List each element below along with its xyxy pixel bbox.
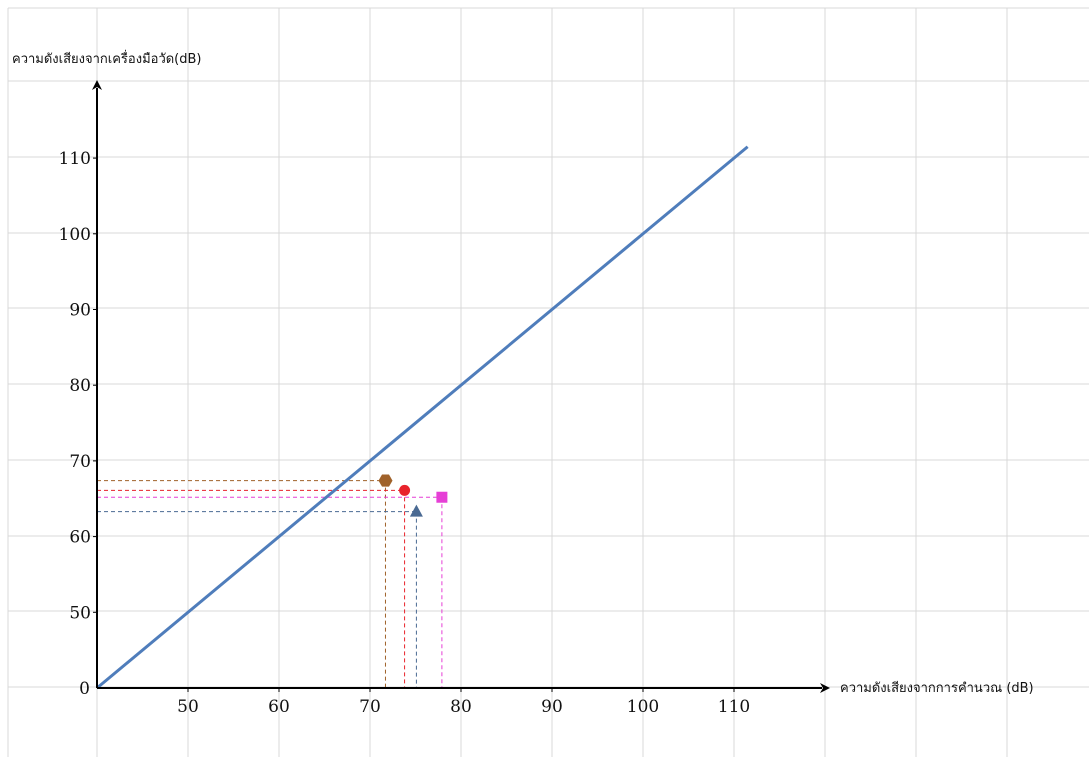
x-tick-label: 50 bbox=[177, 697, 199, 717]
y-tick-label: 100 bbox=[59, 225, 91, 245]
data-point-triangle bbox=[409, 504, 423, 517]
axes bbox=[92, 80, 830, 693]
y-axis-label: ความดังเสียงจากเครื่องมือวัด(dB) bbox=[12, 50, 202, 67]
x-tick-label: 110 bbox=[718, 697, 750, 717]
y-tick-label: 110 bbox=[59, 149, 91, 169]
grid bbox=[7, 7, 1089, 757]
data-point-square bbox=[436, 491, 448, 503]
y-tick-label: 80 bbox=[69, 376, 91, 396]
y-tick-label: 70 bbox=[69, 452, 91, 472]
x-tick-label: 80 bbox=[450, 697, 472, 717]
guide-lines bbox=[97, 480, 443, 688]
x-tick-label: 100 bbox=[627, 697, 659, 717]
x-axis-label: ความดังเสียงจากการคำนวณ (dB) bbox=[840, 680, 1034, 696]
y-tick-label: 50 bbox=[69, 603, 91, 623]
reference-line-group bbox=[96, 145, 749, 690]
data-point-hexagon bbox=[378, 474, 393, 487]
y-tick-label: 60 bbox=[69, 528, 91, 548]
x-tick-label: 90 bbox=[541, 697, 563, 717]
data-points bbox=[378, 474, 448, 517]
tick-labels: 50 60 70 80 90 100 110 50 60 70 80 90 100 110 0 bbox=[59, 149, 751, 717]
reference-line bbox=[96, 145, 749, 690]
x-tick-label: 70 bbox=[359, 697, 381, 717]
y-tick-label: 90 bbox=[69, 301, 91, 321]
x-tick-label: 60 bbox=[268, 697, 290, 717]
y-axis-arrow bbox=[92, 80, 102, 90]
data-point-circle bbox=[399, 484, 411, 496]
x-axis-arrow bbox=[820, 683, 830, 693]
origin-label: 0 bbox=[79, 679, 90, 699]
